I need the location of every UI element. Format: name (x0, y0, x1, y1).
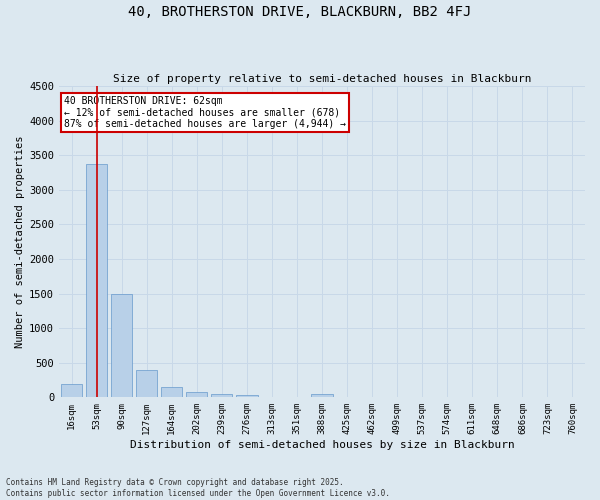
Text: Contains HM Land Registry data © Crown copyright and database right 2025.
Contai: Contains HM Land Registry data © Crown c… (6, 478, 390, 498)
Bar (136, 370, 157, 398)
Bar (186, 392, 208, 398)
Title: Size of property relative to semi-detached houses in Blackburn: Size of property relative to semi-detach… (113, 74, 531, 84)
X-axis label: Distribution of semi-detached houses by size in Blackburn: Distribution of semi-detached houses by … (130, 440, 514, 450)
Bar (86, 164, 107, 398)
Bar (311, 394, 332, 398)
Bar (236, 396, 257, 398)
Bar (161, 387, 182, 398)
Y-axis label: Number of semi-detached properties: Number of semi-detached properties (15, 136, 25, 348)
Text: 40 BROTHERSTON DRIVE: 62sqm
← 12% of semi-detached houses are smaller (678)
87% : 40 BROTHERSTON DRIVE: 62sqm ← 12% of sem… (64, 96, 346, 128)
Text: 40, BROTHERSTON DRIVE, BLACKBURN, BB2 4FJ: 40, BROTHERSTON DRIVE, BLACKBURN, BB2 4F… (128, 5, 472, 19)
Bar (211, 394, 232, 398)
Bar (111, 294, 132, 398)
Bar (61, 384, 82, 398)
